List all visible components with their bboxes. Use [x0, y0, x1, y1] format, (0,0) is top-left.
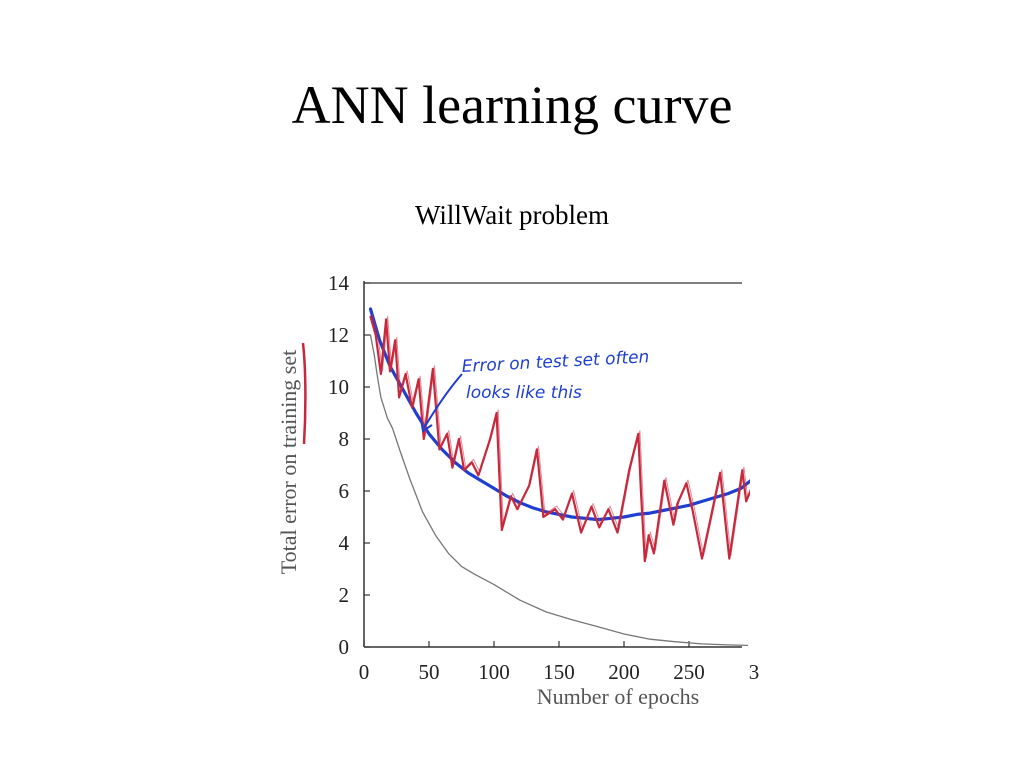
chart-axes	[363, 281, 742, 648]
annotation-arrow	[423, 373, 463, 429]
y-tick-label: 6	[339, 479, 350, 503]
y-tick-label: 0	[339, 635, 350, 659]
x-tick-label: 150	[543, 660, 575, 684]
y-axis-label: Total error on training set	[276, 350, 301, 575]
y-axis-ticks: 0 2 4 6 8 10 12 14	[328, 271, 370, 659]
slide-subtitle: WillWait problem	[415, 200, 609, 230]
y-tick-label: 2	[339, 583, 350, 607]
y-tick-label: 4	[339, 531, 350, 555]
y-tick-label: 12	[328, 323, 349, 347]
x-tick-label: 0	[359, 660, 370, 684]
x-tick-label: 3	[749, 660, 760, 684]
x-tick-label: 100	[478, 660, 510, 684]
annotation-arrowhead	[420, 419, 433, 433]
series-red-sketch-shadow	[371, 313, 750, 559]
series-layer	[368, 307, 750, 647]
annotation-line-1: Error on test set often	[461, 347, 650, 377]
x-axis-label: Number of epochs	[537, 684, 700, 709]
slide-title: ANN learning curve	[291, 75, 733, 135]
series-gray-thin	[369, 334, 749, 647]
annotation: Error on test set often looks like this	[420, 347, 650, 433]
x-tick-label: 200	[608, 660, 640, 684]
y-tick-label: 14	[328, 271, 350, 295]
y-label-red-mark	[301, 342, 307, 445]
y-tick-label: 8	[339, 427, 350, 451]
y-tick-label: 10	[328, 375, 349, 399]
x-tick-label: 250	[673, 660, 705, 684]
x-tick-label: 50	[419, 660, 440, 684]
x-axis-ticks: 0 50 100 150 200 250 3	[359, 641, 760, 684]
annotation-line-2: looks like this	[466, 383, 582, 403]
